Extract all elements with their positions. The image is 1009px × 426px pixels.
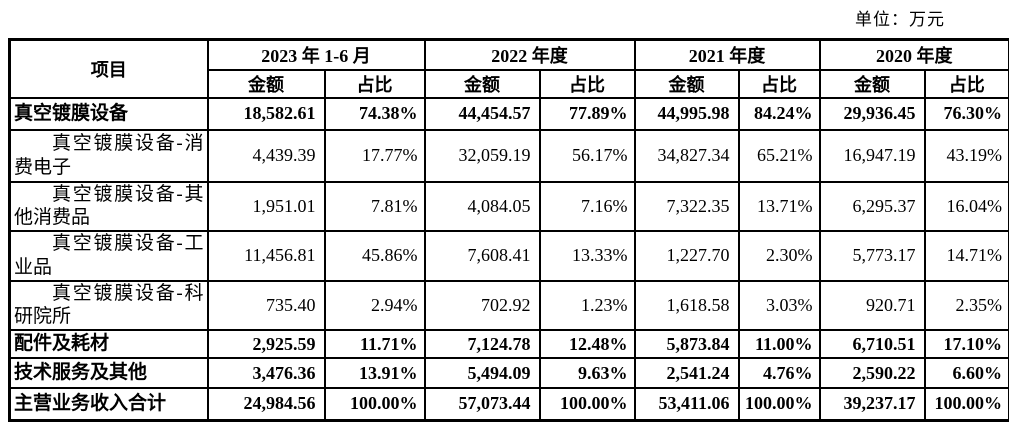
ratio-header: 占比 [538,68,636,99]
amount-cell: 29,936.45 [818,96,926,131]
table-row: 真空镀膜设备-其他消费品 1,951.01 7.81% 4,084.05 7.1… [8,180,1009,232]
amount-cell: 16,947.19 [818,128,926,183]
amount-cell: 32,059.19 [423,128,541,183]
ratio-cell: 100.00% [323,387,426,421]
ratio-cell: 100.00% [737,387,821,421]
ratio-cell: 9.63% [538,357,636,389]
amount-cell: 44,454.57 [423,96,541,131]
ratio-cell: 17.10% [923,329,1009,359]
amount-cell: 18,582.61 [206,96,326,131]
ratio-cell: 45.86% [323,230,426,282]
ratio-cell: 6.60% [923,357,1009,389]
amount-header: 金额 [206,68,326,99]
ratio-cell: 77.89% [538,96,636,131]
ratio-cell: 7.16% [538,180,636,232]
sub-header-row: 金额 占比 金额 占比 金额 占比 金额 占比 [10,68,1009,99]
amount-header: 金额 [633,68,740,99]
ratio-cell: 13.33% [538,230,636,282]
ratio-cell: 65.21% [737,128,821,183]
ratio-cell: 12.48% [538,329,636,359]
amount-cell: 7,608.41 [423,230,541,282]
ratio-cell: 13.71% [737,180,821,232]
amount-cell: 1,951.01 [206,180,326,232]
amount-cell: 7,322.35 [633,180,740,232]
table-row: 真空镀膜设备-消费电子 4,439.39 17.77% 32,059.19 56… [8,128,1009,183]
period-header-2023: 2023 年 1-6 月 [206,38,426,71]
ratio-cell: 56.17% [538,128,636,183]
amount-cell: 5,873.84 [633,329,740,359]
ratio-cell: 11.00% [737,329,821,359]
row-label: 真空镀膜设备 [8,96,209,131]
period-header-row: 项目 2023 年 1-6 月 2022 年度 2021 年度 2020 年度 [8,38,1009,99]
amount-cell: 920.71 [818,279,926,331]
amount-cell: 1,227.70 [633,230,740,282]
amount-cell: 5,773.17 [818,230,926,282]
amount-header: 金额 [818,68,926,99]
amount-cell: 2,541.24 [633,357,740,389]
table-row: 真空镀膜设备-科研院所 735.40 2.94% 702.92 1.23% 1,… [8,279,1009,331]
ratio-cell: 16.04% [923,180,1009,232]
table-row: 主营业务收入合计 24,984.56 100.00% 57,073.44 100… [8,387,1009,421]
amount-cell: 6,295.37 [818,180,926,232]
amount-cell: 1,618.58 [633,279,740,331]
amount-cell: 3,476.36 [206,357,326,389]
row-label: 真空镀膜设备-消费电子 [8,128,209,183]
amount-cell: 39,237.17 [818,387,926,421]
ratio-header: 占比 [737,68,821,99]
period-header-2022: 2022 年度 [423,38,636,71]
ratio-header: 占比 [923,68,1009,99]
table-row: 技术服务及其他 3,476.36 13.91% 5,494.09 9.63% 2… [8,357,1009,389]
amount-cell: 44,995.98 [633,96,740,131]
ratio-cell: 100.00% [538,387,636,421]
amount-cell: 735.40 [206,279,326,331]
amount-header: 金额 [423,68,541,99]
unit-label: 单位：万元 [855,10,945,29]
row-label: 真空镀膜设备-其他消费品 [8,180,209,232]
ratio-cell: 4.76% [737,357,821,389]
ratio-cell: 13.91% [323,357,426,389]
amount-cell: 57,073.44 [423,387,541,421]
ratio-cell: 14.71% [923,230,1009,282]
ratio-cell: 100.00% [923,387,1009,421]
amount-cell: 4,439.39 [206,128,326,183]
amount-cell: 4,084.05 [423,180,541,232]
ratio-cell: 76.30% [923,96,1009,131]
ratio-cell: 43.19% [923,128,1009,183]
ratio-cell: 17.77% [323,128,426,183]
amount-cell: 702.92 [423,279,541,331]
ratio-cell: 2.94% [323,279,426,331]
amount-cell: 53,411.06 [633,387,740,421]
ratio-cell: 11.71% [323,329,426,359]
row-label: 技术服务及其他 [8,357,209,389]
table-row: 配件及耗材 2,925.59 11.71% 7,124.78 12.48% 5,… [8,329,1009,359]
period-header-2020: 2020 年度 [818,38,1009,71]
amount-cell: 11,456.81 [206,230,326,282]
row-label: 真空镀膜设备-科研院所 [8,279,209,331]
ratio-cell: 1.23% [538,279,636,331]
amount-cell: 6,710.51 [818,329,926,359]
row-label: 配件及耗材 [8,329,209,359]
period-header-2021: 2021 年度 [633,38,821,71]
revenue-table: 项目 2023 年 1-6 月 2022 年度 2021 年度 2020 年度 … [8,38,1009,422]
ratio-cell: 3.03% [737,279,821,331]
amount-cell: 2,925.59 [206,329,326,359]
ratio-cell: 7.81% [323,180,426,232]
amount-cell: 34,827.34 [633,128,740,183]
ratio-header: 占比 [323,68,426,99]
row-label: 真空镀膜设备-工业品 [8,230,209,282]
amount-cell: 2,590.22 [818,357,926,389]
ratio-cell: 2.35% [923,279,1009,331]
ratio-cell: 2.30% [737,230,821,282]
table-row: 真空镀膜设备 18,582.61 74.38% 44,454.57 77.89%… [8,96,1009,131]
amount-cell: 24,984.56 [206,387,326,421]
ratio-cell: 74.38% [323,96,426,131]
amount-cell: 7,124.78 [423,329,541,359]
table-row: 真空镀膜设备-工业品 11,456.81 45.86% 7,608.41 13.… [8,230,1009,282]
row-label: 主营业务收入合计 [8,387,209,421]
ratio-cell: 84.24% [737,96,821,131]
item-column-header: 项目 [8,38,209,99]
amount-cell: 5,494.09 [423,357,541,389]
